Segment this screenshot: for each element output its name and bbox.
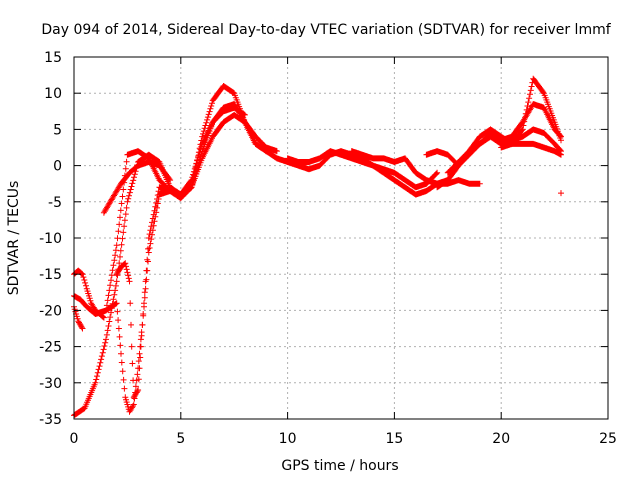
series-satellite-track-7 bbox=[113, 111, 280, 401]
y-tick-label: -25 bbox=[39, 340, 62, 356]
series-outlier bbox=[558, 190, 564, 197]
tick-labels: 0 5 10 15 20 25 -35 -30 -25 -20 -15 -10 -5 0 5 10 15 bbox=[39, 50, 617, 447]
y-tick-label: -5 bbox=[48, 195, 62, 211]
x-tick-label: 10 bbox=[279, 431, 297, 447]
series-satellite-track-6 bbox=[100, 159, 174, 216]
x-tick-label: 20 bbox=[492, 431, 510, 447]
y-tick-label: -35 bbox=[39, 412, 62, 428]
y-tick-label: 0 bbox=[53, 159, 62, 175]
x-tick-label: 5 bbox=[176, 431, 185, 447]
y-axis-label: SDTVAR / TECUs bbox=[6, 181, 22, 296]
y-tick-label: -20 bbox=[39, 303, 62, 319]
y-tick-label: 5 bbox=[53, 122, 62, 138]
y-tick-label: -30 bbox=[39, 376, 62, 392]
data-marker bbox=[498, 140, 564, 158]
data-marker bbox=[284, 148, 441, 191]
data-marker bbox=[348, 148, 483, 187]
x-tick-label: 25 bbox=[599, 431, 617, 447]
data-marker bbox=[100, 159, 174, 216]
data-points bbox=[71, 75, 564, 419]
chart-title: Day 094 of 2014, Sidereal Day-to-day VTE… bbox=[41, 22, 611, 38]
grid bbox=[74, 57, 608, 419]
data-marker bbox=[444, 101, 564, 176]
series-satellite-track-10 bbox=[348, 148, 483, 187]
data-marker bbox=[558, 190, 564, 197]
x-axis-label: GPS time / hours bbox=[281, 458, 398, 474]
x-tick-label: 0 bbox=[70, 431, 79, 447]
y-tick-label: 10 bbox=[44, 86, 62, 102]
y-tick-label: -15 bbox=[39, 267, 62, 283]
y-tick-label: 15 bbox=[44, 50, 62, 66]
x-tick-label: 15 bbox=[385, 431, 403, 447]
series-satellite-track-13 bbox=[444, 101, 564, 176]
data-marker bbox=[113, 111, 280, 401]
series-satellite-track-9 bbox=[284, 148, 441, 191]
axes bbox=[73, 56, 609, 420]
y-tick-label: -10 bbox=[39, 231, 62, 247]
series-satellite-track-14 bbox=[498, 140, 564, 158]
